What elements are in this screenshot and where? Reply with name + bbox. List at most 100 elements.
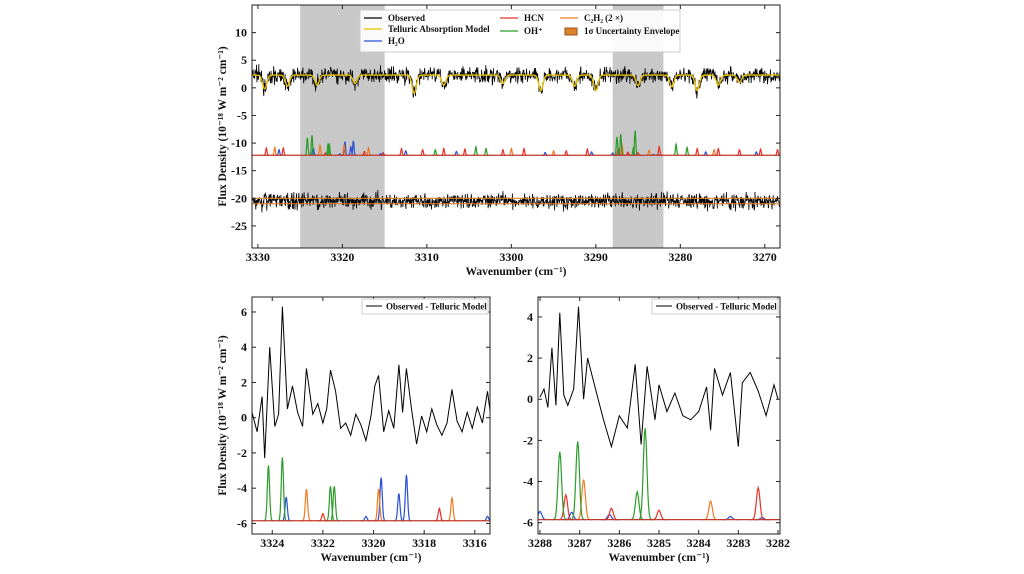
y-tick-label: -25 bbox=[231, 219, 247, 233]
model-line-HCN bbox=[521, 147, 528, 156]
model-line-HCN bbox=[694, 147, 701, 156]
model-line-HCN bbox=[557, 493, 575, 521]
legend-label: OH⁺ bbox=[524, 26, 543, 36]
y-tick-label: -5 bbox=[237, 108, 247, 122]
model-line-H2O bbox=[538, 510, 549, 521]
x-tick-label: 3270 bbox=[753, 250, 777, 264]
y-tick-label: 4 bbox=[527, 310, 533, 324]
x-tick-label: 3300 bbox=[499, 250, 523, 264]
panel-zoom-3325-3315: 3324 3322 3320 3318 3316 6 4 2 0 -2 -4 -6 Wavenumber… bbox=[217, 296, 491, 564]
legend-label: H₂O bbox=[388, 36, 405, 46]
model-line-OH bbox=[432, 148, 439, 156]
model-line-OH bbox=[684, 145, 691, 156]
x-tick-label: 3320 bbox=[362, 536, 386, 550]
y-tick-label: -15 bbox=[231, 164, 247, 178]
model-line-HCN bbox=[398, 147, 405, 156]
y-axis-label: Flux Density (10⁻¹⁸ W m⁻² cm⁻¹) bbox=[217, 46, 229, 206]
y-tick-label: -6 bbox=[523, 516, 533, 530]
y-tick-label: -6 bbox=[237, 516, 247, 530]
x-tick-label: 3283 bbox=[726, 536, 750, 550]
model-line-HCN bbox=[563, 149, 570, 156]
plot-frame bbox=[251, 4, 781, 249]
model-line-HCN bbox=[749, 485, 767, 521]
model-line-HCN bbox=[757, 147, 764, 156]
model-line-HCN bbox=[650, 509, 668, 521]
y-tick-label: 6 bbox=[241, 305, 247, 319]
y-tick-label: 0 bbox=[241, 81, 247, 95]
panel-zoom-3288-3282: 3288 3287 3286 3285 3284 3283 3282 4 2 0 -2 -4 -6 Wav… bbox=[523, 296, 790, 564]
x-tick-label: 3280 bbox=[668, 250, 692, 264]
legend-label: Observed bbox=[388, 13, 425, 23]
legend: Observed - Telluric Model bbox=[361, 298, 489, 315]
model-line-OH bbox=[277, 457, 288, 522]
model-line-C2H2 bbox=[575, 479, 592, 521]
y-tick-label: 0 bbox=[527, 392, 533, 406]
model-line-HCN bbox=[499, 148, 506, 156]
legend-box bbox=[651, 298, 779, 315]
model-line-C2H2 bbox=[446, 495, 458, 522]
model-line-HCN bbox=[461, 147, 468, 156]
legend-label: 1σ Uncertainty Envelope bbox=[584, 26, 679, 36]
model-line-C2H2 bbox=[301, 488, 312, 522]
model-line-OH bbox=[673, 142, 680, 156]
model-line-OH bbox=[551, 451, 569, 521]
model-line-H2O bbox=[280, 496, 292, 522]
legend-label: Observed - Telluric Model bbox=[676, 302, 777, 312]
y-tick-label: -10 bbox=[231, 136, 247, 150]
legend-label: HCN bbox=[524, 13, 545, 23]
x-tick-label: 3318 bbox=[412, 536, 436, 550]
model-line-HCN bbox=[440, 147, 447, 156]
y-tick-label: -2 bbox=[237, 446, 247, 460]
plot-frame bbox=[251, 296, 491, 535]
model-line-OH bbox=[483, 147, 490, 156]
model-line-HCN bbox=[263, 146, 270, 156]
x-tick-label: 3287 bbox=[568, 536, 592, 550]
model-line-C2H2 bbox=[271, 145, 278, 156]
legend-label: C₂H₂ (2 ×) bbox=[584, 13, 623, 23]
x-tick-label: 3330 bbox=[246, 250, 270, 264]
y-tick-label: -2 bbox=[523, 433, 533, 447]
observed-minus-telluric bbox=[252, 306, 490, 459]
legend-label: Telluric Absorption Model bbox=[388, 24, 490, 34]
legend-swatch-envelope bbox=[564, 27, 578, 36]
y-tick-label: 0 bbox=[241, 411, 247, 425]
x-tick-label: 3286 bbox=[607, 536, 631, 550]
model-line-HCN bbox=[317, 512, 329, 522]
y-tick-label: 5 bbox=[241, 53, 247, 67]
x-tick-label: 3288 bbox=[528, 536, 552, 550]
model-line-HCN bbox=[280, 146, 287, 156]
x-tick-label: 3310 bbox=[415, 250, 439, 264]
observed-spectrum bbox=[252, 64, 780, 99]
legend: Observed - Telluric Model bbox=[651, 298, 779, 315]
model-line-HCN bbox=[419, 148, 426, 156]
y-tick-label: -20 bbox=[231, 191, 247, 205]
y-tick-label: -4 bbox=[237, 481, 247, 495]
y-tick-label: 10 bbox=[235, 26, 247, 40]
model-line-OH bbox=[472, 145, 479, 156]
model-line-HCN bbox=[434, 506, 445, 522]
observed-minus-telluric bbox=[539, 306, 779, 449]
x-tick-label: 3285 bbox=[647, 536, 671, 550]
plot-area bbox=[252, 306, 490, 522]
model-line-H2O bbox=[393, 493, 405, 522]
model-line-C2H2 bbox=[508, 147, 515, 156]
model-line-C2H2 bbox=[702, 499, 719, 521]
plot-area bbox=[538, 306, 780, 521]
model-line-OH bbox=[628, 489, 646, 521]
x-axis-label: Wavenumber (cm⁻¹) bbox=[609, 552, 710, 564]
model-line-H2O bbox=[401, 474, 412, 522]
x-tick-label: 3282 bbox=[766, 536, 790, 550]
panel-overview: 3330 3320 3310 3300 3290 3280 3270 10 5 0 -5 -10 -15… bbox=[217, 4, 781, 278]
legend-box bbox=[361, 298, 489, 315]
x-axis-label: Wavenumber (cm⁻¹) bbox=[321, 552, 422, 564]
model-line-HCN bbox=[584, 147, 591, 156]
x-tick-label: 3322 bbox=[311, 536, 335, 550]
model-line-C2H2 bbox=[711, 148, 718, 156]
y-tick-label: -4 bbox=[523, 475, 533, 489]
legend-box bbox=[359, 9, 681, 53]
y-tick-label: 4 bbox=[241, 340, 247, 354]
legend-label: Observed - Telluric Model bbox=[386, 302, 487, 312]
model-line-C2H2 bbox=[550, 149, 557, 156]
